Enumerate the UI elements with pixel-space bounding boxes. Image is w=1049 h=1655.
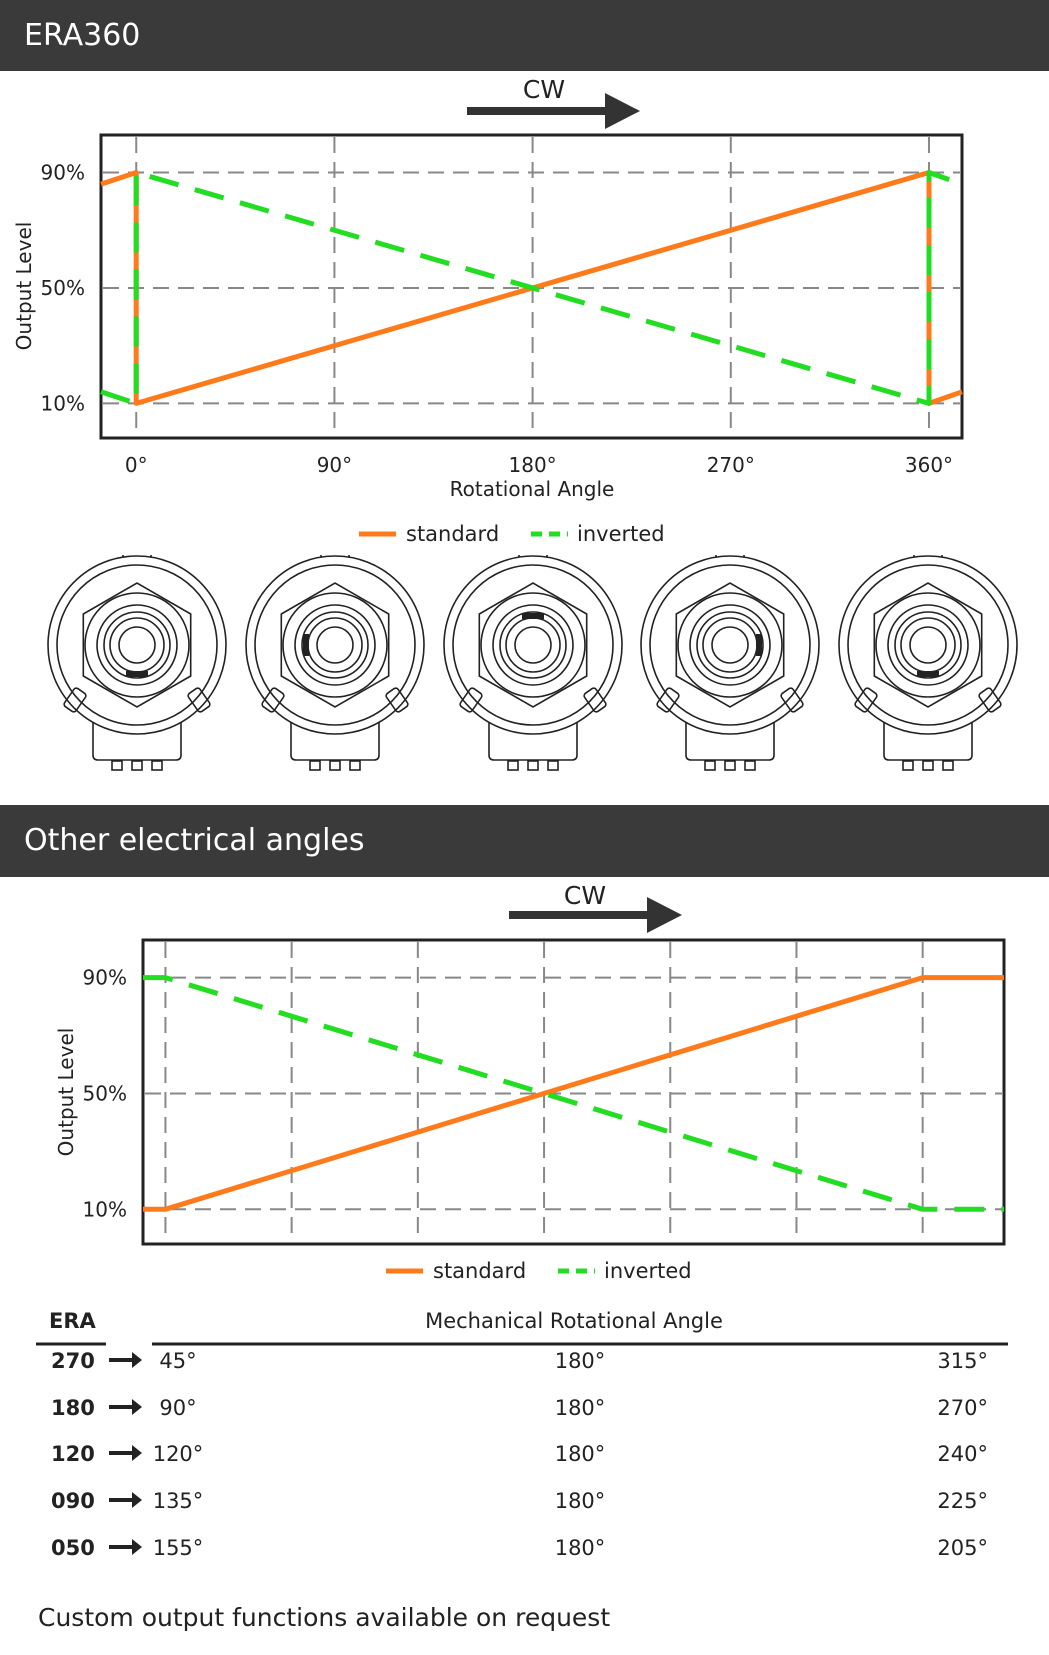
center-angle: 180°: [555, 1536, 606, 1560]
chart-era360: CW 10% 50% 90% 0° 90° 180° 270° 360° Rotational…: [12, 75, 964, 546]
cw-arrow: CW: [509, 881, 682, 933]
y-tick-label: 50%: [41, 276, 85, 300]
table-row: 180 90° 180° 270°: [51, 1396, 988, 1420]
era-value: 120: [51, 1442, 95, 1466]
section-title: ERA360: [24, 18, 141, 53]
start-angle: 45°: [159, 1349, 196, 1373]
arrow-right-icon: [109, 1492, 142, 1508]
series-inverted-line: [100, 170, 963, 406]
grid: [145, 942, 1002, 1242]
table-row: 120 120° 180° 240°: [51, 1442, 988, 1466]
series-group: [100, 170, 963, 406]
chart-other-angles: CW 10% 50% 90% Output Level standard inver…: [54, 881, 1006, 1283]
y-tick-label: 10%: [83, 1197, 127, 1221]
x-tick-label: 270°: [707, 453, 755, 477]
y-tick-label: 90%: [41, 161, 85, 185]
start-angle: 90°: [159, 1396, 196, 1420]
potentiometer-icon: [245, 555, 425, 771]
arrow-right-icon: [109, 1399, 142, 1415]
tick-labels: 10% 50% 90%: [83, 966, 127, 1222]
y-tick-label: 50%: [83, 1081, 127, 1105]
era-value: 180: [51, 1396, 95, 1420]
table-row: 090 135° 180° 225°: [51, 1489, 988, 1513]
start-angle: 120°: [153, 1442, 204, 1466]
cw-label: CW: [564, 881, 606, 910]
plot-frame: [141, 938, 1006, 1246]
arrow-right-icon: [109, 1539, 142, 1555]
series-standard-line: [143, 975, 1004, 1212]
legend-inverted-label: inverted: [577, 522, 665, 546]
end-angle: 225°: [937, 1489, 988, 1513]
era-value: 090: [51, 1489, 95, 1513]
section-header-era360: ERA360: [0, 0, 1049, 71]
tick-labels: 10% 50% 90% 0° 90° 180° 270° 360°: [41, 161, 954, 477]
footer-note: Custom output functions available on req…: [38, 1603, 611, 1632]
end-angle: 270°: [937, 1396, 988, 1420]
potentiometer-icon: [838, 555, 1018, 771]
section-title: Other electrical angles: [24, 823, 365, 858]
era-table: ERA Mechanical Rotational Angle 270 45° 18…: [36, 1309, 1008, 1560]
y-tick-label: 90%: [83, 966, 127, 990]
center-angle: 180°: [555, 1349, 606, 1373]
cw-arrow: CW: [467, 75, 640, 129]
series-inverted-line: [143, 975, 1004, 1212]
y-axis-label: Output Level: [12, 222, 36, 351]
end-angle: 240°: [937, 1442, 988, 1466]
y-axis-label: Output Level: [54, 1028, 78, 1157]
era-value: 050: [51, 1536, 95, 1560]
section-header-other-angles: Other electrical angles: [0, 805, 1049, 877]
table-header-era: ERA: [49, 1309, 97, 1333]
potentiometer-icon: [640, 555, 820, 771]
end-angle: 205°: [937, 1536, 988, 1560]
table-header-angle: Mechanical Rotational Angle: [425, 1309, 723, 1333]
center-angle: 180°: [555, 1396, 606, 1420]
potentiometer-icon: [443, 555, 623, 771]
start-angle: 155°: [153, 1536, 204, 1560]
potentiometer-icon: [47, 555, 227, 771]
legend-standard-label: standard: [406, 522, 499, 546]
y-tick-label: 10%: [41, 391, 85, 415]
legend: standard inverted: [386, 1259, 692, 1283]
legend: standard inverted: [359, 522, 665, 546]
x-tick-label: 180°: [509, 453, 557, 477]
arrow-right-icon: [109, 1352, 142, 1368]
legend-standard-label: standard: [433, 1259, 526, 1283]
series-group: [143, 975, 1004, 1212]
arrow-right-icon: [109, 1445, 142, 1461]
era-value: 270: [51, 1349, 95, 1373]
cw-label: CW: [523, 75, 565, 104]
end-angle: 315°: [937, 1349, 988, 1373]
x-tick-label: 360°: [905, 453, 953, 477]
start-angle: 135°: [153, 1489, 204, 1513]
center-angle: 180°: [555, 1489, 606, 1513]
x-tick-label: 90°: [317, 453, 352, 477]
x-axis-label: Rotational Angle: [450, 477, 615, 501]
center-angle: 180°: [555, 1442, 606, 1466]
table-row: 050 155° 180° 205°: [51, 1536, 988, 1560]
legend-inverted-label: inverted: [604, 1259, 692, 1283]
table-row: 270 45° 180° 315°: [51, 1349, 988, 1373]
potentiometer-positions: [47, 555, 1018, 771]
x-tick-label: 0°: [125, 453, 148, 477]
